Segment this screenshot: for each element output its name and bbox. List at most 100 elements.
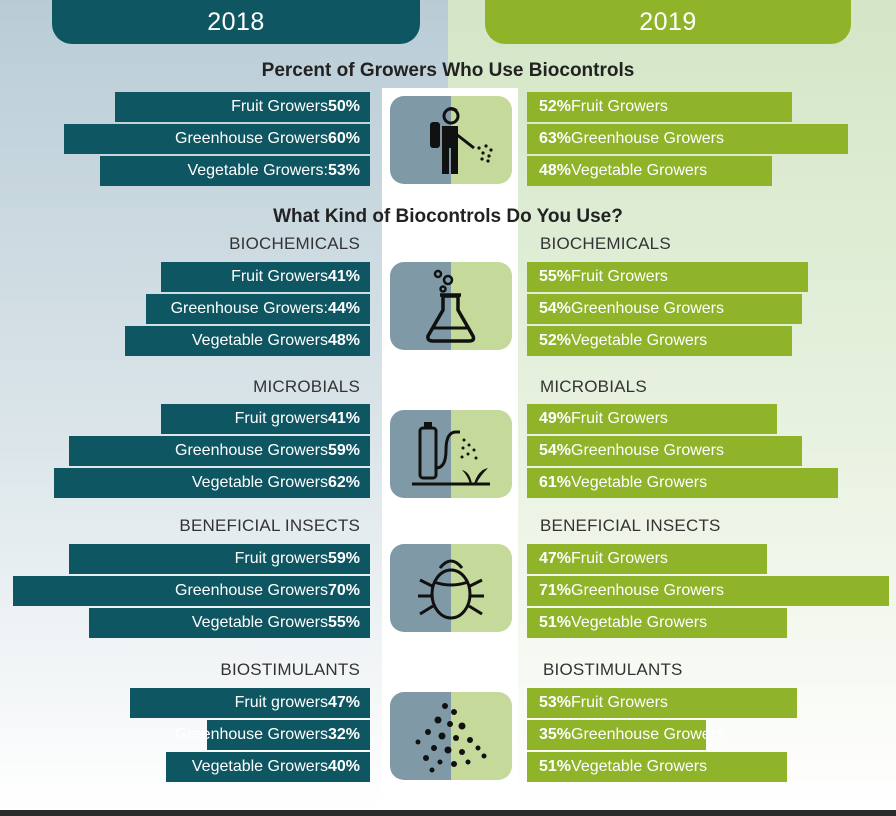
- bar-2019: 61% Vegetable Growers: [527, 468, 838, 498]
- bar-value-2018: 59%: [327, 550, 360, 567]
- bar-2019: 53% Fruit Growers: [527, 688, 797, 718]
- bar-value-2019: 71%: [539, 582, 572, 599]
- bar-2018: Greenhouse Growers 32%: [175, 720, 370, 750]
- bar-label-2019: Vegetable Growers: [571, 614, 708, 631]
- bar-label-2018: Fruit Growers: [231, 268, 328, 285]
- sprayer-worker-icon: [390, 96, 512, 184]
- bar-value-2019: 54%: [539, 442, 572, 459]
- bar-value-2018: 41%: [327, 410, 360, 427]
- category-label-2018: BIOSTIMULANTS: [220, 660, 360, 679]
- category-label-2019: BIOSTIMULANTS: [543, 660, 683, 679]
- bar-value-2018: 59%: [327, 442, 360, 459]
- bar-value-2019: 49%: [539, 410, 572, 427]
- bar-2019: 35% Greenhouse Growers: [527, 720, 724, 750]
- bar-value-2019: 55%: [539, 268, 572, 285]
- bar-value-2018: 41%: [327, 268, 360, 285]
- main-heading: Percent of Growers Who Use Biocontrols: [261, 60, 635, 81]
- category-label-2019: BENEFICIAL INSECTS: [540, 516, 721, 535]
- bar-value-2018: 55%: [327, 614, 360, 631]
- bar-label-2019: Greenhouse Growers: [571, 726, 724, 743]
- bar-value-2019: 63%: [539, 130, 572, 147]
- bar-label-2019: Fruit Growers: [571, 268, 668, 285]
- category-label-2018: BIOCHEMICALS: [229, 234, 360, 253]
- bar-label-2019: Fruit Growers: [571, 98, 668, 115]
- bar-2018: Vegetable Growers 48%: [125, 326, 370, 356]
- bar-2019: 48% Vegetable Growers: [527, 156, 772, 186]
- bar-label-2018: Greenhouse Growers: [175, 442, 328, 459]
- bar-label-2019: Greenhouse Growers: [571, 582, 724, 599]
- bar-value-2018: 50%: [327, 98, 360, 115]
- bar-2018: Vegetable Growers 40%: [166, 752, 370, 782]
- bar-2019: 55% Fruit Growers: [527, 262, 808, 292]
- bar-value-2019: 52%: [539, 98, 572, 115]
- bar-2019: 71% Greenhouse Growers: [527, 576, 889, 606]
- bar-2018: Vegetable Growers 55%: [89, 608, 370, 638]
- microbial-sprayer-plant-icon: [390, 410, 512, 498]
- bar-2018: Greenhouse Growers: 44%: [146, 294, 370, 324]
- bar-2019: 49% Fruit Growers: [527, 404, 777, 434]
- flask-icon: [390, 262, 512, 350]
- bar-2018: Vegetable Growers 62%: [54, 468, 370, 498]
- bar-label-2019: Vegetable Growers: [571, 758, 708, 775]
- bar-label-2018: Vegetable Growers: [191, 474, 328, 491]
- bar-2018: Fruit Growers 41%: [161, 262, 370, 292]
- bar-2018: Fruit Growers 50%: [115, 92, 370, 122]
- bar-label-2019: Fruit Growers: [571, 410, 668, 427]
- bar-2018: Greenhouse Growers 60%: [64, 124, 370, 154]
- bar-label-2019: Greenhouse Growers: [571, 442, 724, 459]
- bar-value-2018: 44%: [327, 300, 360, 317]
- bar-2019: 51% Vegetable Growers: [527, 752, 787, 782]
- bar-2018: Vegetable Growers: 53%: [100, 156, 370, 186]
- molecule-network-icon: [390, 692, 512, 780]
- bar-value-2019: 48%: [539, 162, 572, 179]
- bar-2018: Fruit growers 41%: [161, 404, 370, 434]
- bar-value-2018: 62%: [327, 474, 360, 491]
- category-label-2019: MICROBIALS: [540, 377, 647, 396]
- bar-2019: 54% Greenhouse Growers: [527, 436, 802, 466]
- bar-label-2019: Greenhouse Growers: [571, 130, 724, 147]
- bar-label-2018: Vegetable Growers: [191, 332, 328, 349]
- bar-label-2019: Fruit Growers: [571, 550, 668, 567]
- bar-value-2019: 61%: [539, 474, 572, 491]
- bar-value-2019: 47%: [539, 550, 572, 567]
- bar-2019: 63% Greenhouse Growers: [527, 124, 848, 154]
- bar-2018: Greenhouse Growers 70%: [13, 576, 370, 606]
- bar-2019: 51% Vegetable Growers: [527, 608, 787, 638]
- bar-label-2018: Vegetable Growers: [191, 758, 328, 775]
- bar-2019: 47% Fruit Growers: [527, 544, 767, 574]
- bar-value-2018: 32%: [327, 726, 360, 743]
- beetle-icon: [390, 544, 512, 632]
- bar-label-2019: Vegetable Growers: [571, 474, 708, 491]
- bar-value-2019: 35%: [539, 726, 572, 743]
- bar-2019: 52% Fruit Growers: [527, 92, 792, 122]
- year-2018-header: 2018: [52, 0, 420, 44]
- category-label-2018: MICROBIALS: [253, 377, 360, 396]
- bar-label-2018: Fruit growers: [234, 694, 328, 711]
- category-label-2018: BENEFICIAL INSECTS: [179, 516, 360, 535]
- kind-heading: What Kind of Biocontrols Do You Use?: [273, 206, 623, 227]
- bar-value-2019: 53%: [539, 694, 572, 711]
- bar-value-2018: 70%: [327, 582, 360, 599]
- bar-label-2019: Greenhouse Growers: [571, 300, 724, 317]
- bar-value-2018: 48%: [327, 332, 360, 349]
- bar-label-2019: Vegetable Growers: [571, 162, 708, 179]
- bar-label-2019: Vegetable Growers: [571, 332, 708, 349]
- bar-label-2018: Greenhouse Growers:: [170, 300, 328, 317]
- bar-value-2019: 51%: [539, 758, 572, 775]
- bottom-rule: [0, 810, 896, 816]
- bar-value-2019: 54%: [539, 300, 572, 317]
- bar-2018: Fruit growers 59%: [69, 544, 370, 574]
- bar-label-2018: Greenhouse Growers: [175, 582, 328, 599]
- bar-value-2018: 47%: [327, 694, 360, 711]
- bar-label-2018: Greenhouse Growers: [175, 130, 328, 147]
- bar-label-2018: Vegetable Growers: [191, 614, 328, 631]
- bar-label-2018: Fruit growers: [234, 410, 328, 427]
- bar-value-2019: 52%: [539, 332, 572, 349]
- bar-2019: 52% Vegetable Growers: [527, 326, 792, 356]
- bar-label-2018: Vegetable Growers:: [187, 162, 328, 179]
- year-2019-header: 2019: [485, 0, 851, 44]
- bar-label-2018: Fruit growers: [234, 550, 328, 567]
- bar-label-2018: Greenhouse Growers: [175, 726, 328, 743]
- bar-value-2019: 51%: [539, 614, 572, 631]
- bar-value-2018: 60%: [327, 130, 360, 147]
